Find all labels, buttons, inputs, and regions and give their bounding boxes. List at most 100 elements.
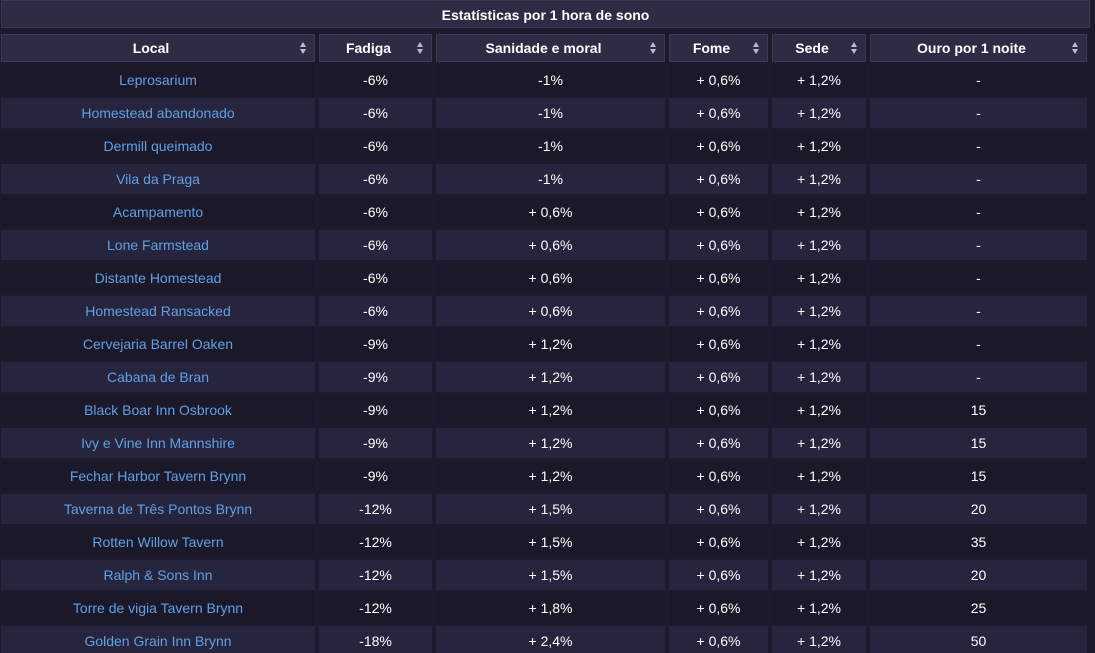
gold-cell: - [870,329,1087,359]
fatigue-cell: -6% [319,230,432,260]
location-cell: Black Boar Inn Osbrook [1,395,315,425]
table-row: Torre de vigia Tavern Brynn -12% + 1,8% + 0… [1,593,1087,623]
column-header-fome[interactable]: Fome [669,34,768,62]
hunger-cell: + 0,6% [669,560,768,590]
sanity-cell: + 2,4% [436,626,665,653]
sanity-cell: -1% [436,98,665,128]
location-link[interactable]: Leprosarium [119,72,197,88]
fatigue-cell: -12% [319,527,432,557]
sanity-cell: + 1,8% [436,593,665,623]
header-row: Local Fadiga Sanidade e moral Fome Sede … [1,34,1087,62]
hunger-cell: + 0,6% [669,494,768,524]
sanity-cell: + 1,2% [436,329,665,359]
location-link[interactable]: Cabana de Bran [107,369,209,385]
location-link[interactable]: Cervejaria Barrel Oaken [82,336,234,352]
sort-icon[interactable] [650,42,657,54]
location-link[interactable]: Ralph & Sons Inn [103,567,213,583]
location-link[interactable]: Homestead Ransacked [85,303,231,319]
fatigue-cell: -12% [319,494,432,524]
thirst-cell: + 1,2% [772,131,866,161]
thirst-cell: + 1,2% [772,329,866,359]
sanity-cell: + 0,6% [436,230,665,260]
table-row: Fechar Harbor Tavern Brynn -9% + 1,2% + 0,6… [1,461,1087,491]
sanity-cell: + 1,5% [436,527,665,557]
column-header-fadiga[interactable]: Fadiga [319,34,432,62]
fatigue-cell: -9% [319,428,432,458]
location-link[interactable]: Homestead abandonado [81,105,235,121]
location-link[interactable]: Lone Farmstead [107,237,209,253]
gold-cell: 15 [870,461,1087,491]
gold-cell: - [870,98,1087,128]
hunger-cell: + 0,6% [669,98,768,128]
fatigue-cell: -9% [319,329,432,359]
thirst-cell: + 1,2% [772,362,866,392]
gold-cell: - [870,197,1087,227]
sanity-cell: + 0,6% [436,296,665,326]
table-row: Ivy e Vine Inn Mannshire -9% + 1,2% + 0,6% +… [1,428,1087,458]
location-link[interactable]: Dermill queimado [103,138,213,154]
table-row: Dermill queimado -6% -1% + 0,6% + 1,2% - [1,131,1087,161]
fatigue-cell: -6% [319,197,432,227]
fatigue-cell: -6% [319,263,432,293]
column-header-label: Fome [692,40,731,56]
location-cell: Homestead Ransacked [1,296,315,326]
location-link[interactable]: Torre de vigia Tavern Brynn [72,600,244,616]
sort-icon[interactable] [753,42,760,54]
location-link[interactable]: Distante Homestead [94,270,222,286]
location-cell: Cabana de Bran [1,362,315,392]
fatigue-cell: -6% [319,164,432,194]
thirst-cell: + 1,2% [772,98,866,128]
sort-icon[interactable] [300,42,307,54]
fatigue-cell: -9% [319,362,432,392]
location-cell: Cervejaria Barrel Oaken [1,329,315,359]
location-cell: Golden Grain Inn Brynn [1,626,315,653]
column-header-local[interactable]: Local [1,34,315,62]
sort-icon[interactable] [1072,42,1079,54]
gold-cell: - [870,131,1087,161]
hunger-cell: + 0,6% [669,428,768,458]
location-link[interactable]: Vila da Praga [116,171,200,187]
sanity-cell: + 1,2% [436,428,665,458]
location-cell: Torre de vigia Tavern Brynn [1,593,315,623]
location-link[interactable]: Taverna de Três Pontos Brynn [63,501,253,517]
location-link[interactable]: Black Boar Inn Osbrook [84,402,232,418]
location-link[interactable]: Rotten Willow Tavern [92,534,224,550]
sanity-cell: + 1,2% [436,461,665,491]
hunger-cell: + 0,6% [669,362,768,392]
thirst-cell: + 1,2% [772,527,866,557]
thirst-cell: + 1,2% [772,560,866,590]
location-link[interactable]: Fechar Harbor Tavern Brynn [69,468,247,484]
sort-icon[interactable] [851,42,858,54]
gold-cell: - [870,263,1087,293]
location-cell: Homestead abandonado [1,98,315,128]
sanity-cell: -1% [436,65,665,95]
sleep-stats-table: Local Fadiga Sanidade e moral Fome Sede … [0,31,1091,653]
sanity-cell: -1% [436,131,665,161]
gold-cell: - [870,230,1087,260]
column-header-sanidade[interactable]: Sanidade e moral [436,34,665,62]
location-cell: Dermill queimado [1,131,315,161]
table-row: Ralph & Sons Inn -12% + 1,5% + 0,6% + 1,2% 20 [1,560,1087,590]
sort-icon[interactable] [417,42,424,54]
gold-cell: - [870,164,1087,194]
location-cell: Fechar Harbor Tavern Brynn [1,461,315,491]
location-cell: Acampamento [1,197,315,227]
gold-cell: - [870,296,1087,326]
column-header-ouro[interactable]: Ouro por 1 noite [870,34,1087,62]
thirst-cell: + 1,2% [772,494,866,524]
location-link[interactable]: Golden Grain Inn Brynn [84,633,232,649]
table-caption: Estatísticas por 1 hora de sono [1,0,1090,28]
hunger-cell: + 0,6% [669,296,768,326]
column-header-sede[interactable]: Sede [772,34,866,62]
location-link[interactable]: Ivy e Vine Inn Mannshire [81,435,235,451]
table-row: Homestead Ransacked -6% + 0,6% + 0,6% + 1,2%… [1,296,1087,326]
thirst-cell: + 1,2% [772,395,866,425]
table-row: Vila da Praga -6% -1% + 0,6% + 1,2% - [1,164,1087,194]
thirst-cell: + 1,2% [772,230,866,260]
thirst-cell: + 1,2% [772,593,866,623]
table-row: Black Boar Inn Osbrook -9% + 1,2% + 0,6% + 1… [1,395,1087,425]
location-link[interactable]: Acampamento [112,204,204,220]
sanity-cell: + 1,5% [436,494,665,524]
thirst-cell: + 1,2% [772,197,866,227]
table-row: Lone Farmstead -6% + 0,6% + 0,6% + 1,2% - [1,230,1087,260]
